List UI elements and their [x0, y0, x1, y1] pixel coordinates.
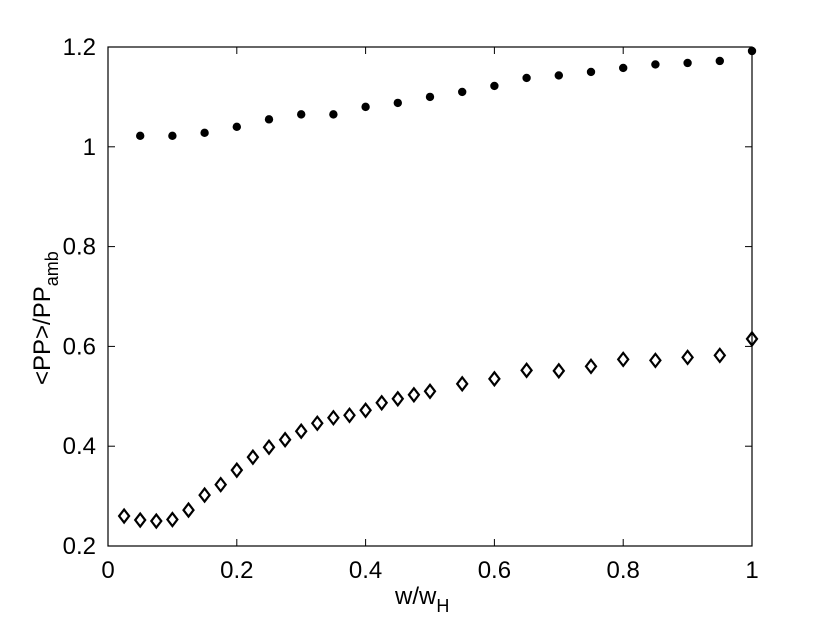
series-1-point: [264, 115, 274, 124]
y-tick-label: 0.6: [63, 333, 96, 360]
series-2-point: [552, 362, 566, 380]
series-1-point: [200, 128, 209, 138]
series-2-point: [616, 351, 630, 368]
series-2-point: [359, 401, 372, 419]
series-2-point: [133, 511, 147, 529]
series-1-point: [683, 58, 692, 68]
series-2-point: [327, 409, 340, 427]
series-2-point: [713, 347, 727, 364]
y-tick-label: 0.8: [63, 234, 96, 261]
series-2-point: [455, 375, 469, 393]
series-2-point: [407, 386, 421, 404]
x-tick-label: 0.4: [349, 557, 382, 584]
series-2-point: [391, 390, 405, 408]
plot-area: [107, 46, 753, 547]
series-1-point: [715, 56, 724, 66]
series-2-point: [520, 362, 533, 379]
series-1-point: [425, 92, 435, 102]
y-tick-label: 0.4: [63, 433, 96, 460]
series-2-point: [584, 358, 598, 375]
series-2-point: [262, 438, 276, 456]
series-2-point: [182, 501, 195, 519]
x-tick-label: 0.8: [607, 557, 640, 584]
series-1-point: [458, 87, 467, 97]
series-1-point: [393, 98, 402, 108]
series-2-point: [246, 448, 260, 466]
series-1-point: [747, 46, 757, 56]
series-1-point: [586, 67, 596, 77]
series-2-point: [488, 370, 501, 388]
y-tick-label: 1.2: [63, 34, 96, 61]
series-2-point: [649, 352, 662, 369]
series-2-point: [423, 383, 437, 400]
x-axis-ticks: 0 0.2 0.4 0.6 0.8 1: [101, 47, 759, 584]
y-tick-label: 0.2: [63, 533, 96, 560]
series-1-point: [522, 73, 531, 83]
series-2-point: [375, 394, 389, 412]
y-tick-label: 1: [83, 134, 96, 161]
y-axis-ticks: 0.2 0.4 0.6 0.8 1 1.2: [63, 34, 752, 560]
series-2-point: [117, 507, 131, 525]
x-tick-label: 1: [745, 557, 758, 584]
series-1-point: [490, 81, 499, 91]
data-points: [117, 46, 759, 530]
series-1-point: [168, 131, 177, 141]
series-2-point: [214, 476, 228, 493]
series-1-point: [361, 102, 370, 112]
series-1-point: [651, 60, 660, 69]
series-2-point: [198, 486, 211, 504]
series-2-point: [310, 414, 324, 432]
x-tick-label: 0: [101, 557, 114, 584]
series-2-point: [294, 422, 308, 440]
series-2-point: [745, 330, 759, 348]
x-tick-label: 0.2: [220, 557, 253, 584]
series-2-point: [230, 461, 244, 479]
y-axis-label: <PP>/PPamb: [29, 251, 62, 385]
series-1-point: [554, 71, 563, 80]
series-2-point: [166, 511, 179, 528]
x-axis-label: w/wH: [394, 583, 449, 616]
series-1-point: [619, 63, 628, 73]
series-2-point: [681, 349, 694, 366]
series-1-point: [136, 131, 145, 141]
series-2-point: [149, 512, 163, 530]
series-1-point: [297, 110, 306, 119]
series-1-point: [232, 122, 241, 132]
series-2-point: [278, 431, 292, 449]
series-2-point: [343, 406, 356, 424]
series-1-point: [329, 110, 338, 119]
x-tick-label: 0.6: [478, 557, 511, 584]
